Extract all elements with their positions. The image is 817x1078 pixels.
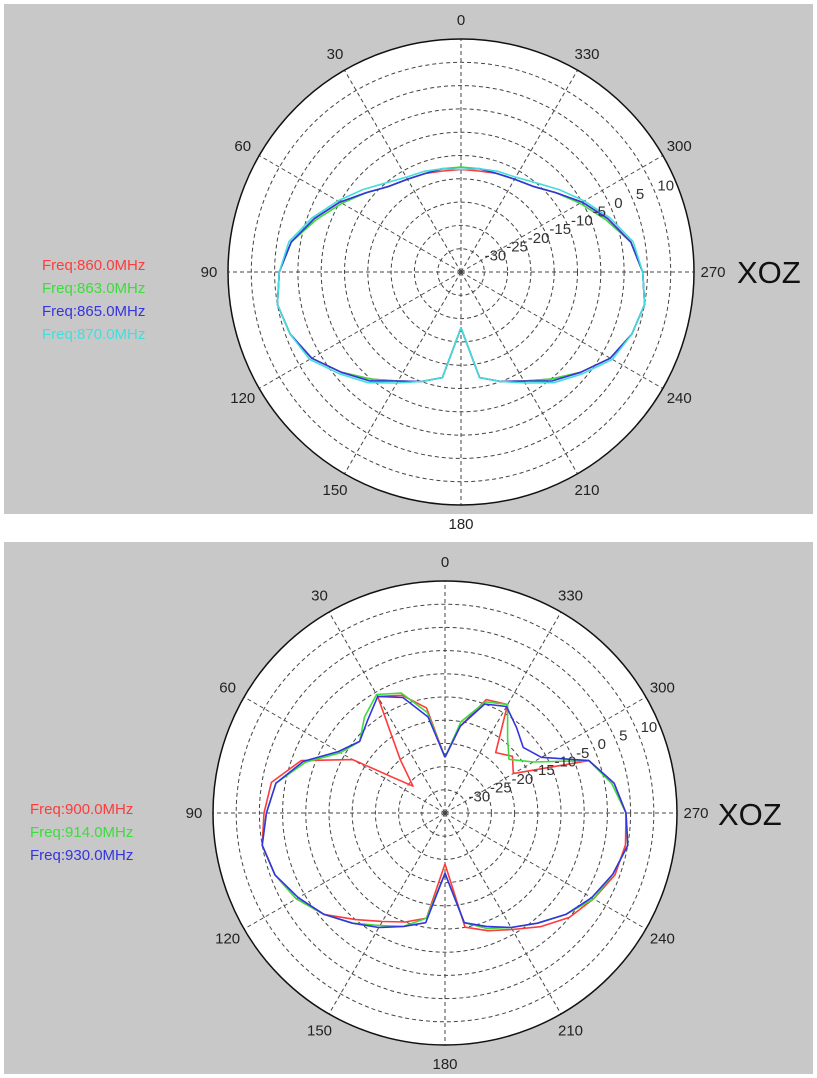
angular-grid-spoke bbox=[328, 812, 446, 1015]
angle-tick-label: 240 bbox=[667, 390, 692, 407]
radial-tick-label: -30 bbox=[469, 788, 491, 805]
angle-tick-label: 150 bbox=[307, 1022, 332, 1039]
angular-grid-spoke bbox=[328, 611, 446, 814]
angular-grid-spoke bbox=[460, 155, 664, 273]
chart-title: XOZ bbox=[737, 255, 801, 290]
radial-tick-label: -10 bbox=[555, 754, 577, 771]
angle-tick-label: 150 bbox=[322, 482, 347, 499]
radial-grid-circle bbox=[374, 742, 516, 884]
angular-grid-spoke bbox=[444, 812, 647, 930]
radial-tick-label: -25 bbox=[506, 239, 528, 256]
radial-tick-label: 0 bbox=[614, 195, 622, 212]
radial-grid-circle bbox=[344, 155, 578, 389]
angular-grid-spoke bbox=[258, 271, 462, 389]
angular-grid-spoke bbox=[344, 69, 462, 273]
series-line-3 bbox=[261, 695, 629, 929]
radial-grid-circle bbox=[320, 131, 602, 413]
radial-tick-label: 5 bbox=[619, 727, 627, 744]
radial-tick-label: -5 bbox=[593, 204, 606, 221]
angle-tick-label: 30 bbox=[311, 588, 328, 605]
radial-tick-label: 0 bbox=[598, 736, 606, 753]
radial-grid-circle bbox=[305, 673, 585, 953]
angle-tick-label: 120 bbox=[230, 390, 255, 407]
radial-tick-label: -20 bbox=[528, 230, 550, 247]
outer-ring bbox=[227, 38, 695, 506]
angle-tick-label: 120 bbox=[215, 931, 240, 948]
angle-tick-label: 330 bbox=[574, 46, 599, 63]
radial-tick-label: -30 bbox=[485, 247, 507, 264]
radial-grid-circle bbox=[413, 224, 509, 320]
series-line-1 bbox=[261, 694, 627, 932]
radial-tick-label: 5 bbox=[636, 186, 644, 203]
angular-grid-spoke bbox=[460, 271, 664, 389]
angular-grid-spoke bbox=[243, 696, 446, 814]
angle-tick-label: 300 bbox=[650, 680, 675, 697]
angular-grid-spoke bbox=[258, 155, 462, 273]
angular-grid-spoke bbox=[444, 696, 647, 814]
angle-tick-label: 180 bbox=[432, 1056, 457, 1073]
angle-tick-label: 180 bbox=[448, 516, 473, 533]
angular-grid-spoke bbox=[460, 271, 578, 475]
angle-tick-label: 270 bbox=[700, 264, 725, 281]
angle-tick-label: 210 bbox=[558, 1022, 583, 1039]
legend-entry: Freq:870.0MHz bbox=[42, 326, 145, 343]
radial-tick-label: -15 bbox=[533, 762, 555, 779]
angular-grid-spoke bbox=[444, 611, 562, 814]
angular-grid-spoke bbox=[243, 812, 446, 930]
series-line-4 bbox=[276, 167, 646, 384]
legend-entry: Freq:900.0MHz bbox=[30, 801, 133, 818]
angle-tick-label: 210 bbox=[574, 482, 599, 499]
legend-entry: Freq:914.0MHz bbox=[30, 824, 133, 841]
radial-tick-label: -20 bbox=[512, 771, 534, 788]
legend-entry: Freq:865.0MHz bbox=[42, 303, 145, 320]
angle-tick-label: 90 bbox=[201, 264, 218, 281]
angle-tick-label: 90 bbox=[186, 805, 203, 822]
angular-grid-spoke bbox=[460, 69, 578, 273]
radial-tick-label: -5 bbox=[576, 745, 589, 762]
angular-grid-spoke bbox=[344, 271, 462, 475]
outer-ring bbox=[212, 580, 678, 1046]
radial-tick-label: -10 bbox=[571, 212, 593, 229]
angle-tick-label: 0 bbox=[457, 12, 465, 29]
angle-tick-label: 60 bbox=[219, 680, 236, 697]
radial-tick-label: -15 bbox=[549, 221, 571, 238]
radial-grid-circle bbox=[274, 85, 648, 459]
radial-grid-circle bbox=[390, 201, 532, 343]
angle-tick-label: 270 bbox=[683, 805, 708, 822]
legend-entry: Freq:930.0MHz bbox=[30, 847, 133, 864]
angle-tick-label: 60 bbox=[234, 138, 251, 155]
angle-tick-label: 300 bbox=[667, 138, 692, 155]
polar-chart-2: 03060901201501802102402703003301050-5-10… bbox=[30, 554, 782, 1073]
legend-entry: Freq:860.0MHz bbox=[42, 257, 145, 274]
legend-entry: Freq:863.0MHz bbox=[42, 280, 145, 297]
radial-grid-circle bbox=[398, 766, 492, 860]
radial-grid-circle bbox=[235, 603, 655, 1023]
angular-grid-spoke bbox=[444, 812, 562, 1015]
radial-tick-label: 10 bbox=[641, 719, 658, 736]
angle-tick-label: 330 bbox=[558, 588, 583, 605]
radial-tick-label: 10 bbox=[657, 177, 674, 194]
angle-tick-label: 30 bbox=[327, 46, 344, 63]
radial-tick-label: -25 bbox=[490, 780, 512, 797]
radial-grid-circle bbox=[250, 61, 672, 483]
angle-tick-label: 240 bbox=[650, 931, 675, 948]
polar-chart-1: 03060901201501802102402703003301050-5-10… bbox=[42, 12, 801, 533]
chart-title: XOZ bbox=[718, 797, 782, 832]
angle-tick-label: 0 bbox=[441, 554, 449, 571]
